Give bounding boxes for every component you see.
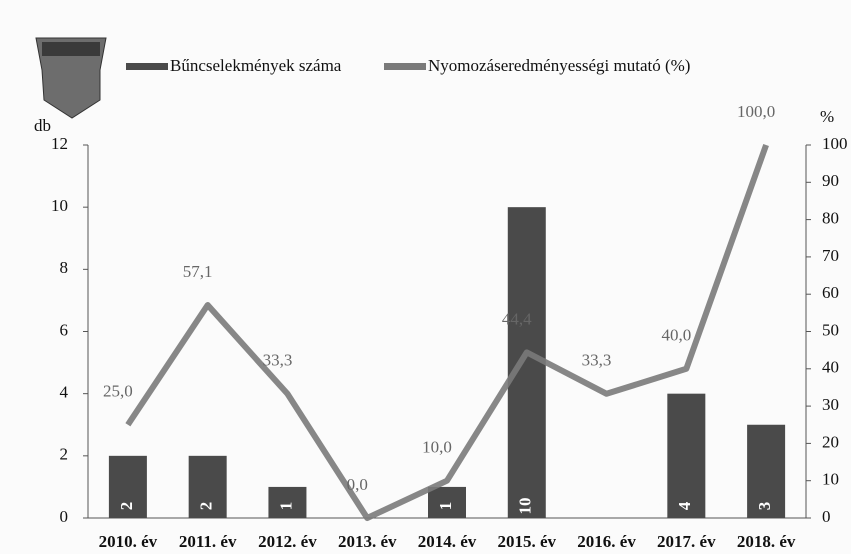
x-tick-label: 2012. év xyxy=(258,532,317,551)
line-value-label: 25,0 xyxy=(103,382,133,401)
y2-tick-label: 90 xyxy=(822,171,839,190)
bar-value-label: 2 xyxy=(197,502,216,511)
y2-tick-label: 10 xyxy=(822,470,839,489)
y-tick-label: 10 xyxy=(51,196,68,215)
bar xyxy=(667,394,705,518)
line-value-label: 10,0 xyxy=(422,438,452,457)
line-value-label: 40,0 xyxy=(661,326,691,345)
y-tick-label: 12 xyxy=(51,134,68,153)
x-tick-label: 2014. év xyxy=(418,532,477,551)
x-tick-label: 2017. év xyxy=(657,532,716,551)
y-tick-label: 4 xyxy=(60,383,69,402)
line-value-label: 33,3 xyxy=(582,351,612,370)
y-axis-title: db xyxy=(34,116,51,135)
line-value-label: 33,3 xyxy=(263,351,293,370)
bar-value-label: 4 xyxy=(675,501,694,510)
line-value-label: 0,0 xyxy=(347,475,368,494)
bar-value-label: 1 xyxy=(276,502,295,511)
x-tick-label: 2015. év xyxy=(498,532,557,551)
bar-value-label: 2 xyxy=(117,502,136,511)
bar-value-label: 3 xyxy=(755,502,774,511)
y2-tick-label: 20 xyxy=(822,432,839,451)
line-value-label: 57,1 xyxy=(183,262,213,281)
y2-tick-label: 70 xyxy=(822,246,839,265)
x-tick-label: 2011. év xyxy=(179,532,237,551)
legend-label: Bűncselekmények száma xyxy=(170,56,342,75)
x-tick-label: 2016. év xyxy=(577,532,636,551)
legend-swatch xyxy=(126,63,168,70)
bar-value-label: 10 xyxy=(516,498,535,515)
y2-tick-label: 0 xyxy=(822,507,831,526)
x-tick-label: 2010. év xyxy=(99,532,158,551)
bar-value-label: 1 xyxy=(436,502,455,511)
y2-tick-label: 50 xyxy=(822,320,839,339)
y2-tick-label: 60 xyxy=(822,283,839,302)
line-value-label: 100,0 xyxy=(737,102,775,121)
legend-swatch xyxy=(384,63,426,70)
y2-tick-label: 80 xyxy=(822,209,839,228)
y-tick-label: 2 xyxy=(60,445,69,464)
chart: Bűncselekmények száma Nyomozáseredményess… xyxy=(0,0,851,554)
y2-tick-label: 100 xyxy=(822,134,848,153)
y2-tick-label: 40 xyxy=(822,358,839,377)
line-value-label: 44,4 xyxy=(502,309,532,328)
y2-tick-label: 30 xyxy=(822,395,839,414)
y-tick-label: 8 xyxy=(60,258,69,277)
y2-axis-title: % xyxy=(820,107,834,126)
legend-label: Nyomozáseredményességi mutató (%) xyxy=(428,56,690,75)
x-tick-label: 2013. év xyxy=(338,532,397,551)
x-tick-label: 2018. év xyxy=(737,532,796,551)
y-tick-label: 6 xyxy=(60,320,69,339)
y-tick-label: 0 xyxy=(60,507,69,526)
